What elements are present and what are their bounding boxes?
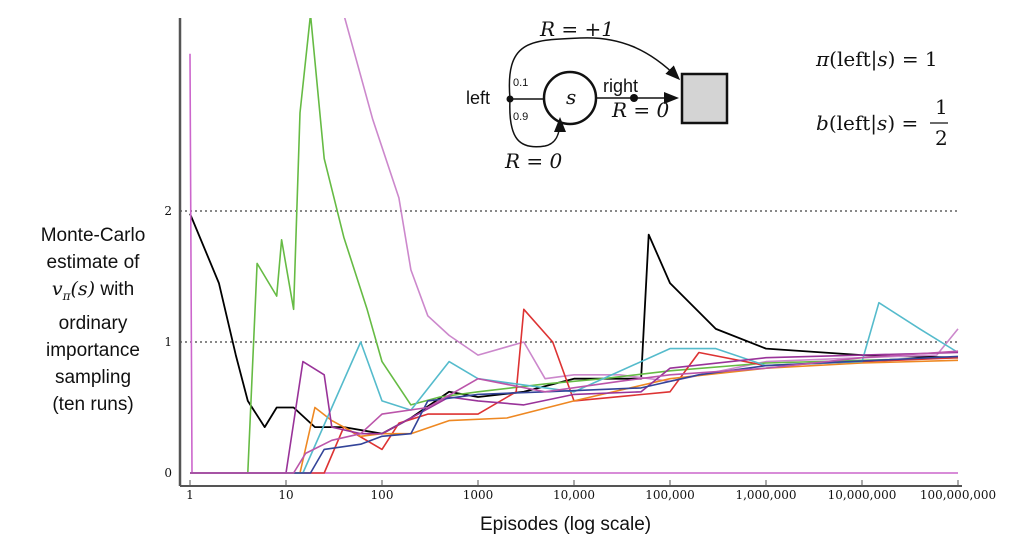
y-tick-label: 2 xyxy=(164,204,172,218)
y-label-line-3: vπ(s) with xyxy=(51,278,135,303)
behavior-policy-formula: b(left|s) = xyxy=(816,111,918,136)
x-tick-label: 100 xyxy=(371,488,394,502)
series-group xyxy=(189,18,959,474)
series-line-run-9 xyxy=(190,355,959,474)
behavior-fraction-denominator: 2 xyxy=(935,126,948,150)
y-label-line-7: (ten runs) xyxy=(52,393,134,415)
behavior-fraction-numerator: 1 xyxy=(935,95,948,119)
y-label-line-6: sampling xyxy=(54,366,132,388)
state-label: s xyxy=(566,85,576,109)
top-transition-arrow xyxy=(508,37,681,100)
x-tick-label: 100,000,000 xyxy=(920,488,996,502)
series-line-run-1 xyxy=(189,213,959,435)
y-ticks: 0 1 2 xyxy=(164,204,172,480)
target-policy-formula: π(left|s) = 1 xyxy=(815,47,938,72)
x-tick-label: 10,000 xyxy=(553,488,595,502)
x-tick-label: 100,000 xyxy=(645,488,695,502)
y-label-line-1: Monte-Carlo xyxy=(40,225,146,246)
x-ticks: 1 10 100 1000 10,000 100,000 1,000,000 10,000,0… xyxy=(186,480,996,502)
series-line-run-7 xyxy=(190,301,959,474)
series-line-run-8 xyxy=(190,351,959,474)
x-tick-label: 1,000,000 xyxy=(735,488,796,502)
right-action-label: right xyxy=(603,76,638,96)
y-label-line-5: importance xyxy=(46,339,140,361)
x-axis-label: Episodes (log scale) xyxy=(480,514,652,535)
bottom-transition-arrow xyxy=(509,98,566,148)
mdp-inset: left s 0.1 0.9 R = +1 R = 0 right R = 0 xyxy=(466,17,729,173)
series-line-run-4 xyxy=(190,18,959,474)
series-line-run-3 xyxy=(343,18,959,383)
y-label-line-2: estimate of xyxy=(46,252,140,273)
prob-bottom-label: 0.9 xyxy=(513,111,528,123)
y-tick-label: 1 xyxy=(164,335,172,349)
reward-bottom-label: R = 0 xyxy=(504,149,563,173)
terminal-state xyxy=(680,72,729,125)
x-tick-label: 10 xyxy=(278,488,293,502)
right-action-dot xyxy=(630,94,638,102)
left-action-label: left xyxy=(466,88,490,108)
series-line-run-6 xyxy=(190,359,959,474)
y-axis-label: Monte-Carlo estimate of vπ(s) with ordin… xyxy=(8,222,178,418)
series-line-run-10 xyxy=(190,350,959,474)
y-label-line-4: ordinary xyxy=(58,312,128,334)
reward-right-label: R = 0 xyxy=(611,98,670,122)
x-tick-label: 10,000,000 xyxy=(828,488,897,502)
x-tick-label: 1000 xyxy=(463,488,494,502)
y-tick-label: 0 xyxy=(164,466,172,480)
reward-top-label: R = +1 xyxy=(539,17,614,41)
x-tick-label: 1 xyxy=(186,488,194,502)
prob-top-label: 0.1 xyxy=(513,77,528,89)
